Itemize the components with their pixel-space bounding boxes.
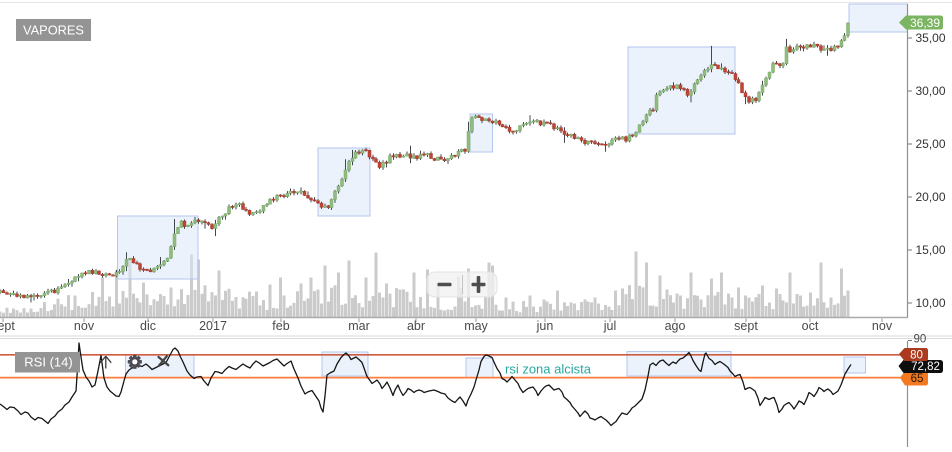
svg-text:65: 65 [911, 373, 924, 385]
svg-text:10,00: 10,00 [916, 296, 946, 310]
svg-text:90: 90 [914, 334, 927, 346]
svg-text:sept: sept [0, 319, 15, 333]
svg-text:35,00: 35,00 [916, 31, 946, 45]
svg-text:abr: abr [407, 319, 425, 333]
svg-text:sept: sept [734, 319, 758, 333]
svg-text:jul: jul [603, 319, 617, 333]
svg-text:rsi zona alcista: rsi zona alcista [505, 362, 592, 377]
svg-text:25,00: 25,00 [916, 137, 946, 151]
svg-text:nov: nov [74, 319, 95, 333]
svg-text:20,00: 20,00 [916, 190, 946, 204]
svg-text:jun: jun [536, 319, 554, 333]
svg-text:80: 80 [910, 350, 923, 362]
svg-text:72,82: 72,82 [911, 361, 940, 373]
svg-text:feb: feb [272, 319, 289, 333]
svg-text:30,00: 30,00 [916, 84, 946, 98]
svg-text:ago: ago [665, 319, 686, 333]
svg-text:mar: mar [348, 319, 370, 333]
svg-text:nov: nov [872, 319, 893, 333]
svg-text:oct: oct [802, 319, 819, 333]
svg-text:dic: dic [140, 319, 156, 333]
svg-text:15,00: 15,00 [916, 243, 946, 257]
svg-text:may: may [464, 319, 488, 333]
svg-text:2017: 2017 [199, 319, 227, 333]
svg-text:36,39: 36,39 [910, 16, 940, 30]
svg-text:RSI (14): RSI (14) [24, 355, 72, 370]
svg-text:VAPORES: VAPORES [23, 23, 84, 38]
